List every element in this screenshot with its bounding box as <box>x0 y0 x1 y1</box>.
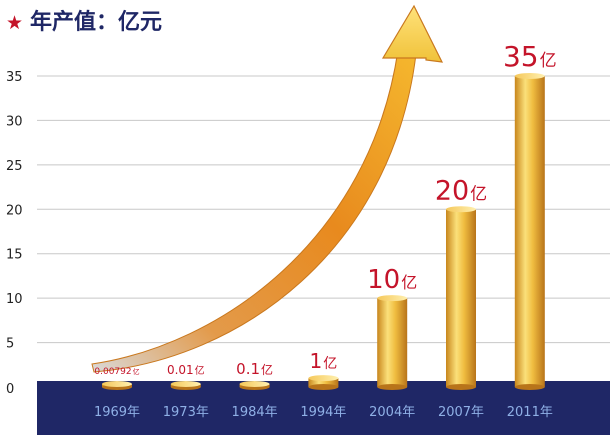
y-tick-label: 25 <box>6 159 23 174</box>
x-tick-label: 1994年 <box>300 405 346 420</box>
data-label-number: 35 <box>503 40 539 73</box>
bar <box>377 298 408 387</box>
growth-arrow-shaft <box>91 49 417 373</box>
bar <box>446 209 476 387</box>
bar-cap <box>102 381 132 387</box>
x-tick-label: 1969年 <box>94 405 140 420</box>
data-label: 0.01亿 <box>167 363 205 377</box>
chart-title: 年产值：亿元 <box>30 9 162 35</box>
bar-cap <box>308 375 339 382</box>
x-tick-label: 2007年 <box>438 405 484 420</box>
y-axis-ticks: 0 5 10 15 20 25 30 35 <box>6 70 23 397</box>
y-tick-label: 15 <box>6 248 23 263</box>
y-tick-label: 10 <box>6 292 23 307</box>
data-label-number: 1 <box>310 349 323 373</box>
bar-base <box>377 384 408 390</box>
data-label: 1亿 <box>310 349 338 373</box>
data-label-number: 0.01 <box>167 363 194 377</box>
bar-cap <box>170 381 201 387</box>
bar-cap <box>446 206 476 213</box>
baseline-band <box>37 381 610 435</box>
y-tick-label: 30 <box>6 114 23 129</box>
y-tick-label: 5 <box>6 337 14 352</box>
data-label-unit: 亿 <box>323 356 337 372</box>
data-label-number: 20 <box>435 175 469 206</box>
y-tick-label: 35 <box>6 70 23 85</box>
star-icon: ★ <box>6 12 23 34</box>
y-tick-label: 0 <box>6 382 14 397</box>
data-label-number: 0.00792 <box>94 367 131 377</box>
bar-base <box>446 384 476 390</box>
growth-arrow-head <box>381 4 444 63</box>
y-tick-label: 20 <box>6 203 23 218</box>
data-label: 10亿 <box>367 265 417 295</box>
data-label-unit: 亿 <box>470 184 487 204</box>
data-label-unit: 亿 <box>401 273 417 292</box>
bar-cap <box>377 295 408 302</box>
bar-base <box>308 384 339 390</box>
x-tick-label: 1973年 <box>163 405 209 420</box>
x-tick-label: 2004年 <box>369 405 415 420</box>
bar-base <box>514 384 545 390</box>
chart-header: ★ 年产值：亿元 <box>6 9 162 35</box>
bar-cap <box>239 381 270 387</box>
data-label-number: 10 <box>367 265 400 295</box>
x-tick-label: 1984年 <box>232 405 278 420</box>
data-label: 20亿 <box>435 175 487 206</box>
data-label-unit: 亿 <box>195 364 205 377</box>
data-label-unit: 亿 <box>133 367 140 376</box>
x-axis-labels: 1969年 1973年 1984年 1994年 2004年 2007年 2011年 <box>94 405 553 420</box>
bar-layer <box>102 73 545 390</box>
data-label-number: 0.1 <box>236 360 260 378</box>
bar <box>514 76 545 387</box>
data-label: 0.1亿 <box>236 360 273 378</box>
data-label-unit: 亿 <box>540 51 557 71</box>
data-label-unit: 亿 <box>261 362 273 377</box>
data-label: 35亿 <box>503 40 557 73</box>
bar <box>308 378 339 387</box>
growth-arrow <box>91 4 444 373</box>
bar-cap <box>514 73 545 79</box>
data-label: 0.00792亿 <box>94 367 139 377</box>
x-tick-label: 2011年 <box>507 405 553 420</box>
